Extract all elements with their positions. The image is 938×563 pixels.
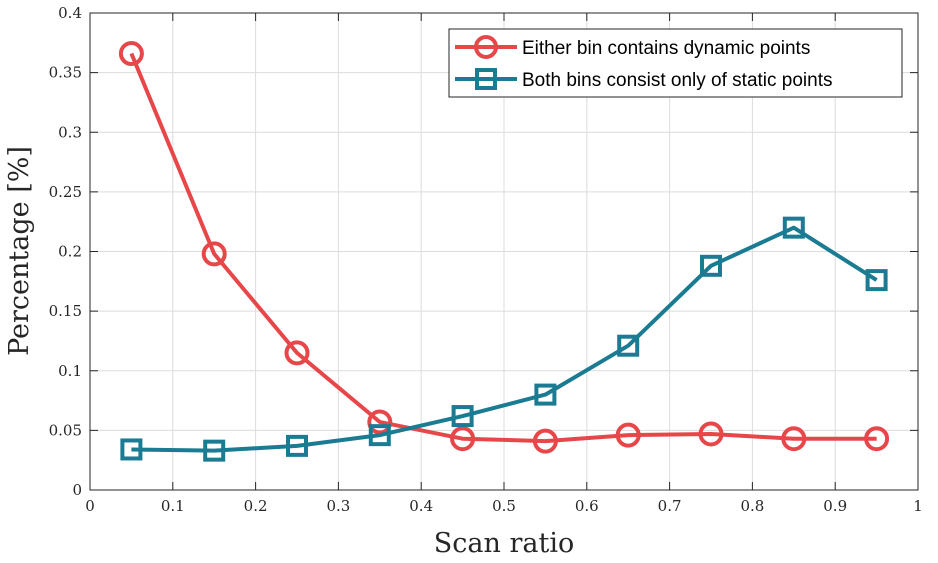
y-tick-label: 0.25 [49, 183, 82, 201]
data-point-circle [367, 409, 393, 435]
y-tick-label: 0.05 [49, 421, 82, 439]
legend-label-dynamic: Either bin contains dynamic points [522, 38, 810, 59]
x-tick-label: 1 [913, 497, 923, 515]
y-tick-label: 0.35 [49, 64, 82, 82]
x-tick-label: 0.1 [161, 497, 185, 515]
data-point-circle [201, 241, 227, 267]
data-point-circle [864, 426, 890, 452]
data-point-square [534, 383, 557, 406]
x-tick-label: 0.3 [326, 497, 350, 515]
data-point-square [368, 424, 391, 447]
x-tick-label: 0.8 [740, 497, 764, 515]
y-tick-label: 0 [72, 481, 82, 499]
x-tick-label: 0.9 [823, 497, 847, 515]
series-line [131, 225, 878, 453]
data-point-square [286, 434, 308, 457]
data-point-circle [118, 41, 144, 67]
x-axis-label: Scan ratio [434, 528, 574, 559]
legend-box [448, 28, 903, 98]
x-tick-label: 0 [85, 497, 95, 515]
y-tick-label: 0.3 [58, 123, 82, 141]
y-tick-label: 0.4 [58, 4, 82, 22]
x-tick-label: 0.7 [658, 497, 682, 515]
data-point-circle [615, 422, 641, 448]
series-static [120, 216, 888, 462]
x-tick-label: 0.5 [492, 497, 516, 515]
y-axis-label: Percentage [%] [4, 146, 35, 356]
data-point-circle [284, 340, 310, 366]
series-line [129, 52, 877, 444]
legend-marker-circle-icon [474, 35, 498, 59]
x-tick-label: 0.4 [409, 497, 433, 515]
y-tick-label: 0.1 [58, 362, 82, 380]
data-point-circle [450, 426, 476, 452]
legend-label-static: Both bins consist only of static points [522, 70, 833, 91]
x-tick-label: 0.2 [244, 497, 268, 515]
data-point-circle [781, 426, 807, 452]
data-point-square [203, 439, 226, 462]
data-point-square [451, 405, 474, 428]
data-point-square [700, 254, 722, 277]
data-point-square [120, 438, 143, 461]
y-tick-label: 0.15 [49, 302, 82, 320]
data-point-square [617, 334, 640, 357]
axis-ticks: 0 0.1 0.2 0.3 0.4 0.5 0.6 0.7 0.8 0.9 1 0 0.05 0.1 0.1… [49, 4, 923, 515]
series-layer [118, 41, 890, 462]
legend-marker-square-icon [475, 68, 497, 90]
data-point-circle [698, 421, 724, 447]
data-point-square [865, 269, 888, 292]
y-tick-label: 0.2 [58, 243, 82, 261]
data-point-circle [532, 428, 558, 454]
series-dynamic [118, 41, 890, 454]
legend: Either bin contains dynamic points Both … [448, 28, 903, 98]
x-tick-label: 0.6 [575, 497, 599, 515]
data-point-square [782, 216, 805, 239]
